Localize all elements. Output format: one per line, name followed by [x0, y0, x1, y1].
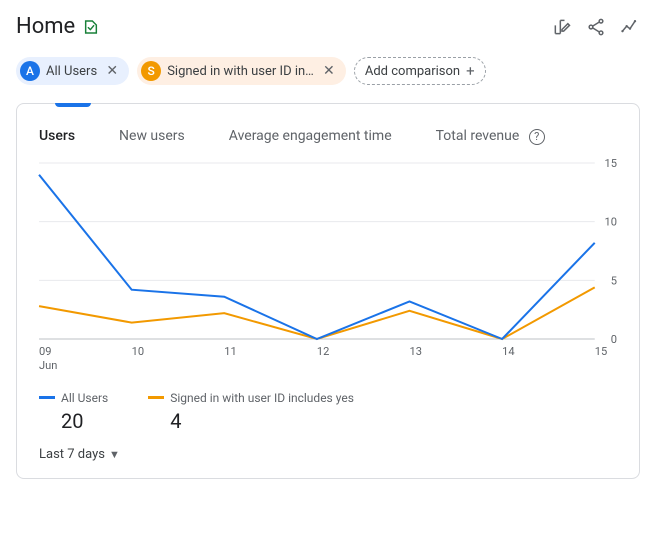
legend-item-signed-in: Signed in with user ID includes yes 4 [148, 391, 354, 433]
add-comparison-label: Add comparison [365, 64, 460, 79]
legend-value-b: 4 [170, 409, 354, 433]
svg-text:11: 11 [224, 345, 236, 358]
chart-legend: All Users 20 Signed in with user ID incl… [35, 383, 621, 433]
legend-item-all-users: All Users 20 [39, 391, 108, 433]
svg-text:15: 15 [604, 159, 616, 170]
filter-chip-signed-in[interactable]: S Signed in with user ID in… ✕ [137, 57, 346, 85]
tab-total-revenue-label: Total revenue [436, 128, 520, 144]
plus-icon: + [466, 62, 475, 80]
legend-swatch-a [39, 396, 55, 399]
page-title: Home [16, 14, 75, 39]
svg-text:14: 14 [502, 345, 514, 358]
share-icon[interactable] [586, 17, 606, 37]
tab-new-users[interactable]: New users [119, 128, 185, 144]
customize-icon[interactable] [552, 17, 572, 37]
tab-avg-engagement[interactable]: Average engagement time [229, 128, 392, 144]
chevron-down-icon: ▼ [109, 448, 120, 461]
svg-text:09: 09 [39, 345, 51, 358]
chip-label-b: Signed in with user ID in… [167, 64, 314, 79]
svg-text:Jun: Jun [39, 359, 57, 372]
legend-label-a: All Users [61, 391, 108, 405]
svg-text:12: 12 [317, 345, 329, 358]
svg-text:13: 13 [410, 345, 422, 358]
date-range-selector[interactable]: Last 7 days ▼ [35, 433, 621, 466]
metric-tabs: Users New users Average engagement time … [35, 104, 621, 159]
svg-text:15: 15 [595, 345, 607, 358]
legend-label-b: Signed in with user ID includes yes [170, 391, 354, 405]
topbar-left: Home [16, 14, 99, 39]
verified-icon [83, 19, 99, 35]
legend-value-a: 20 [61, 409, 108, 433]
add-comparison-button[interactable]: Add comparison + [354, 57, 486, 85]
filter-bar: A All Users ✕ S Signed in with user ID i… [0, 47, 656, 103]
insights-icon[interactable] [620, 17, 640, 37]
chip-close-a[interactable]: ✕ [103, 62, 121, 80]
chip-badge-a: A [20, 61, 40, 81]
metrics-card: Users New users Average engagement time … [16, 103, 640, 479]
chip-label-a: All Users [46, 64, 97, 79]
active-tab-indicator [55, 103, 91, 107]
help-icon[interactable]: ? [529, 129, 545, 145]
svg-text:10: 10 [132, 345, 144, 358]
date-range-label: Last 7 days [39, 447, 105, 462]
svg-text:5: 5 [611, 274, 617, 287]
legend-swatch-b [148, 396, 164, 399]
svg-text:10: 10 [604, 215, 616, 228]
filter-chip-all-users[interactable]: A All Users ✕ [16, 57, 129, 85]
topbar-actions [552, 17, 640, 37]
topbar: Home [0, 0, 656, 47]
chip-close-b[interactable]: ✕ [320, 62, 338, 80]
line-chart: 0 5 10 15 09 10 11 12 13 14 15 Jun [35, 159, 621, 383]
svg-text:0: 0 [611, 333, 617, 346]
chip-badge-b: S [141, 61, 161, 81]
tab-total-revenue[interactable]: Total revenue ? [436, 128, 545, 145]
tab-users[interactable]: Users [39, 128, 75, 144]
